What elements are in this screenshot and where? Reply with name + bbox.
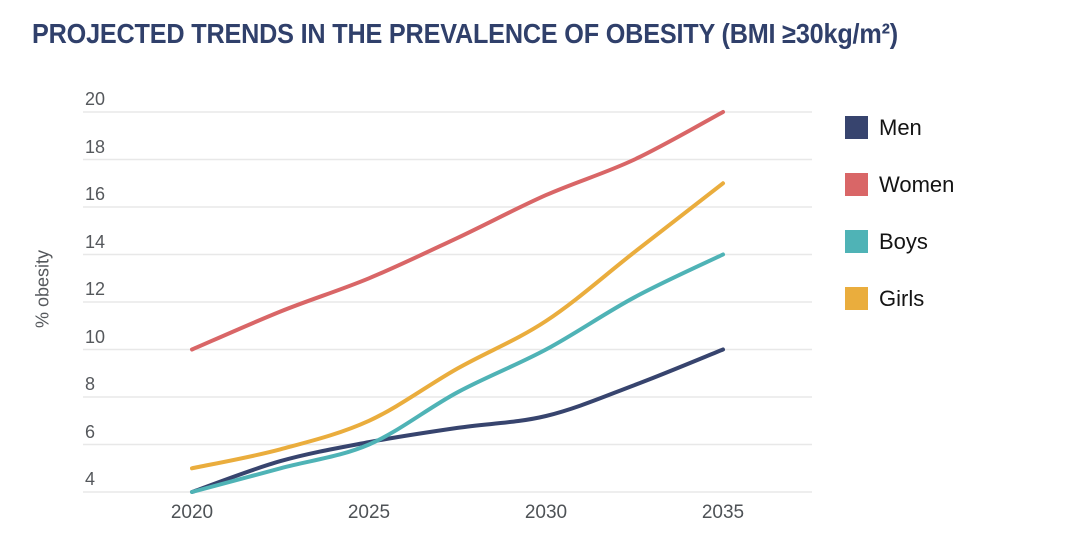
series-line-women [190,110,725,352]
y-tick-label: 6 [85,421,96,442]
legend-swatch-women [845,173,868,196]
legend-swatch-girls [845,287,868,310]
legend: Men Women Boys Girls [845,116,954,310]
series-line-boys [190,252,725,494]
legend-item-girls: Girls [845,287,954,310]
y-tick-label: 18 [85,136,106,157]
y-tick-label: 4 [85,469,96,489]
legend-label: Girls [879,286,925,311]
y-tick-label: 12 [85,279,106,299]
x-tick-label: 2030 [524,502,568,523]
series-line-girls [190,181,725,471]
legend-label: Men [879,115,922,140]
y-tick-label: 8 [85,374,96,394]
y-tick-label: 16 [85,184,106,204]
y-tick-label: 10 [85,326,106,347]
legend-item-women: Women [845,173,954,196]
x-tick-label: 2035 [701,502,745,523]
legend-label: Boys [879,229,928,254]
legend-swatch-boys [845,230,868,253]
series-line-men [190,347,725,494]
y-tick-label: 14 [85,231,106,252]
x-tick-label: 2025 [347,502,391,523]
y-tick-label: 20 [85,89,106,109]
legend-swatch-men [845,116,868,139]
legend-label: Women [879,172,955,197]
chart-title: PROJECTED TRENDS IN THE PREVALENCE OF OB… [32,18,899,49]
legend-item-boys: Boys [845,230,954,253]
legend-item-men: Men [845,116,954,139]
x-tick-label: 2020 [170,502,214,523]
